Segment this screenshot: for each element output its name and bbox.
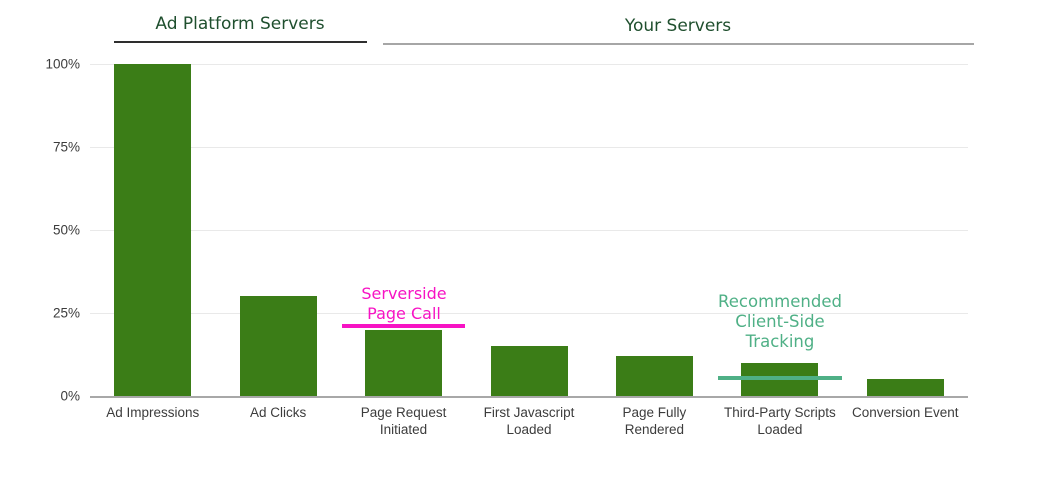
x-axis-label: First Javascript Loaded xyxy=(483,405,575,437)
gridline-75 xyxy=(90,147,968,148)
annotation-client-side-line1: Recommended xyxy=(718,292,842,311)
bar-ad-impressions xyxy=(114,64,192,396)
section-title-your-servers: Your Servers xyxy=(624,16,732,36)
section-underline-ad-platform-servers xyxy=(114,41,367,43)
bar-ad-clicks xyxy=(239,296,317,396)
y-tick-label-50: 50% xyxy=(52,222,80,238)
annotation-serverside-page-call: Serverside Page Call xyxy=(334,284,474,324)
y-tick-label-25: 25% xyxy=(52,305,80,321)
annotation-line-recommended-client-side-tracking xyxy=(718,375,842,380)
annotation-client-side-line3: Tracking xyxy=(745,332,815,351)
section-underline-your-servers xyxy=(383,43,974,45)
bar-page-fully-rendered xyxy=(615,356,693,396)
annotation-serverside-line2: Page Call xyxy=(367,304,441,323)
gridline-100 xyxy=(90,64,968,65)
plot-area xyxy=(90,64,968,398)
x-axis-label: Page Fully Rendered xyxy=(622,405,687,437)
x-axis-label: Conversion Event xyxy=(851,405,959,420)
y-axis-labels: 0% 25% 50% 75% 100% xyxy=(0,57,80,404)
x-axis-label: Page Request Initiated xyxy=(360,405,447,437)
annotation-line-serverside-page-call xyxy=(341,324,466,329)
x-axis-line xyxy=(90,396,968,398)
bar-page-request-initiated xyxy=(365,329,443,396)
bar-conversion-event xyxy=(866,379,944,396)
annotation-recommended-client-side-tracking: Recommended Client-Side Tracking xyxy=(700,292,860,352)
bar-first-javascript-loaded xyxy=(490,346,568,396)
y-tick-label-75: 75% xyxy=(52,139,80,155)
annotation-client-side-line2: Client-Side xyxy=(735,312,825,331)
y-tick-label-100: 100% xyxy=(45,56,80,72)
x-axis-label: Ad Clicks xyxy=(250,405,307,420)
annotation-serverside-line1: Serverside xyxy=(361,284,447,303)
y-tick-label-0: 0% xyxy=(60,388,80,404)
x-axis-label: Third-Party Scripts Loaded xyxy=(723,405,836,437)
x-axis-label: Ad Impressions xyxy=(106,405,200,420)
gridline-25 xyxy=(90,313,968,314)
gridline-50 xyxy=(90,230,968,231)
section-title-ad-platform-servers: Ad Platform Servers xyxy=(155,14,325,34)
